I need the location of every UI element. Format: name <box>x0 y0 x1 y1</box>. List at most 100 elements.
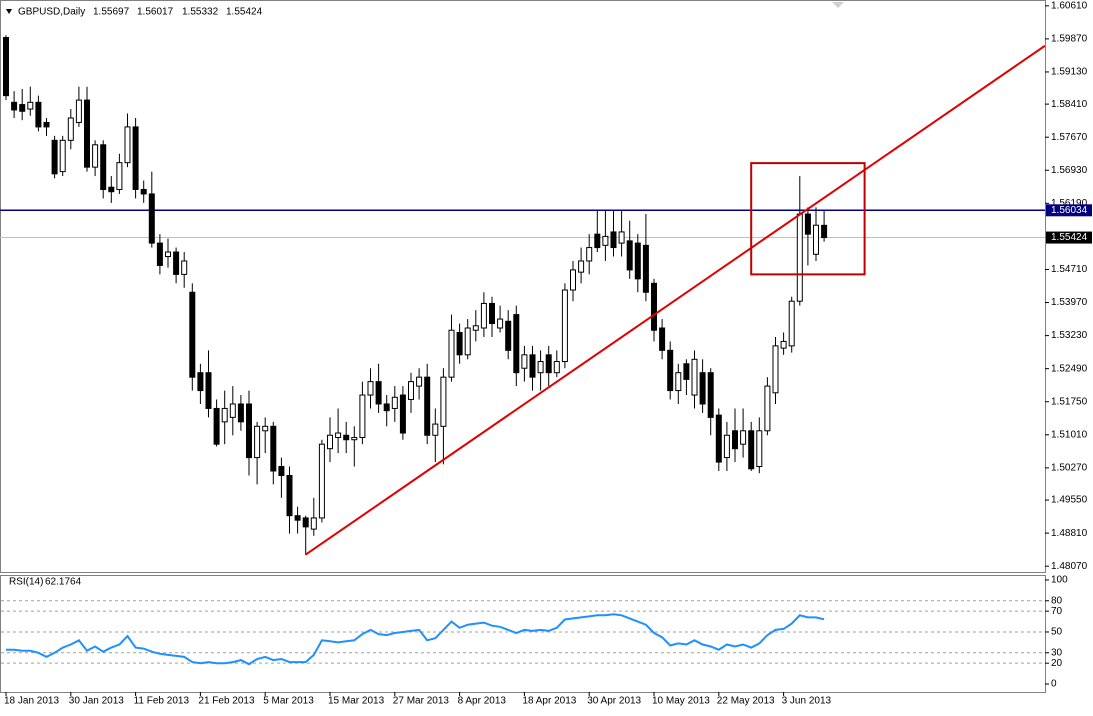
candle-body <box>748 430 755 470</box>
candle-body <box>399 394 406 434</box>
header-close: 1.55424 <box>226 7 263 18</box>
candle-body <box>173 251 180 275</box>
rsi-tick-label: 50 <box>1051 627 1063 638</box>
candle-body <box>318 443 325 519</box>
candle-body <box>156 242 163 266</box>
rsi-tick-label: 30 <box>1051 647 1063 658</box>
candle-body <box>375 381 382 405</box>
y-tick-label: 1.51750 <box>1051 396 1088 407</box>
candle-body <box>294 515 301 521</box>
x-tick-label: 30 Jan 2013 <box>69 696 124 707</box>
y-tick-label: 1.58410 <box>1051 99 1088 110</box>
candle-body <box>124 126 131 164</box>
plot-area <box>3 35 1045 556</box>
x-tick-label: 5 Mar 2013 <box>263 696 314 707</box>
candle-body <box>537 361 544 374</box>
candle-body <box>310 517 317 530</box>
shift-marker <box>832 2 844 8</box>
rsi-tick-label: 20 <box>1051 658 1063 669</box>
trendline <box>305 44 1045 556</box>
candle-body <box>278 466 285 476</box>
candle-body <box>246 403 252 459</box>
rsi-panel-frame <box>0 575 1046 693</box>
y-tick-label: 1.53230 <box>1051 330 1088 341</box>
x-tick-label: 3 Jun 2013 <box>782 696 832 707</box>
candle-body <box>254 425 261 459</box>
x-tick-label: 21 Feb 2013 <box>198 696 255 707</box>
candle-body <box>513 314 520 374</box>
candle-body <box>675 372 682 392</box>
candle-body <box>529 354 536 378</box>
level-price-label: 1.56034 <box>1051 205 1088 216</box>
x-tick-label: 10 May 2013 <box>652 696 710 707</box>
candle-body <box>545 354 552 374</box>
x-tick-label: 8 Apr 2013 <box>458 696 507 707</box>
rsi-value: 62.1764 <box>45 577 82 588</box>
candle-body <box>197 372 204 392</box>
candle-body <box>391 396 398 409</box>
x-tick-label: 27 Mar 2013 <box>393 696 450 707</box>
rsi-tick-label: 100 <box>1051 575 1068 586</box>
candle-body <box>756 430 763 468</box>
candle-body <box>11 101 18 111</box>
candle-body <box>618 231 625 244</box>
candle-body <box>367 381 374 396</box>
candle-body <box>659 327 666 351</box>
level-price-box <box>1046 204 1092 217</box>
candle-body <box>108 186 115 193</box>
candle-body <box>667 349 674 392</box>
y-tick-label: 1.49550 <box>1051 495 1088 506</box>
candle-body <box>464 327 471 356</box>
candle-body <box>416 376 423 387</box>
x-tick-label: 18 Jan 2013 <box>4 696 59 707</box>
y-tick-label: 1.50270 <box>1051 463 1088 474</box>
candle-body <box>821 224 828 239</box>
header-high: 1.56017 <box>137 7 174 18</box>
rsi-tick-label: 0 <box>1051 679 1057 690</box>
candle-body <box>75 99 82 123</box>
candle-body <box>51 139 58 175</box>
candle-body <box>642 244 649 293</box>
candle-body <box>140 188 147 195</box>
candle-body <box>270 425 277 472</box>
x-tick-label: 15 Mar 2013 <box>328 696 385 707</box>
candle-body <box>335 432 342 438</box>
candle-body <box>27 101 34 110</box>
candle-body <box>497 318 504 329</box>
candle-body <box>715 414 722 463</box>
candle-body <box>262 425 269 432</box>
candle-body <box>383 403 390 412</box>
candle-body <box>221 407 228 423</box>
candle-body <box>732 430 738 450</box>
y-tick-label: 1.48070 <box>1051 561 1088 572</box>
candle-body <box>165 251 171 258</box>
x-tick-label: 11 Feb 2013 <box>134 696 190 707</box>
candle-body <box>440 376 447 427</box>
candle-body <box>472 325 479 331</box>
bid-price-box <box>1046 231 1092 244</box>
y-tick-label: 1.59130 <box>1051 67 1088 78</box>
candle-body <box>553 361 560 374</box>
main-panel-frame <box>0 0 1046 573</box>
candle-body <box>788 300 795 347</box>
candle-body <box>359 394 366 438</box>
candle-body <box>229 403 236 418</box>
candle-body <box>456 331 463 356</box>
candle-body <box>3 37 9 97</box>
x-tick-label: 18 Apr 2013 <box>522 696 576 707</box>
candle-body <box>148 193 155 244</box>
y-tick-label: 1.51010 <box>1051 429 1088 440</box>
y-tick-label: 1.60610 <box>1051 0 1088 11</box>
chart-title: GBPUSD,Daily <box>18 7 85 18</box>
candle-body <box>634 242 641 280</box>
candle-body <box>67 117 74 141</box>
candle-body <box>780 340 787 349</box>
candle-body <box>213 407 220 445</box>
candle-body <box>813 224 819 255</box>
candle-body <box>351 436 358 441</box>
candle-body <box>35 101 42 128</box>
y-tick-label: 1.56930 <box>1051 165 1088 176</box>
candle-body <box>327 434 333 450</box>
candle-body <box>561 289 568 363</box>
